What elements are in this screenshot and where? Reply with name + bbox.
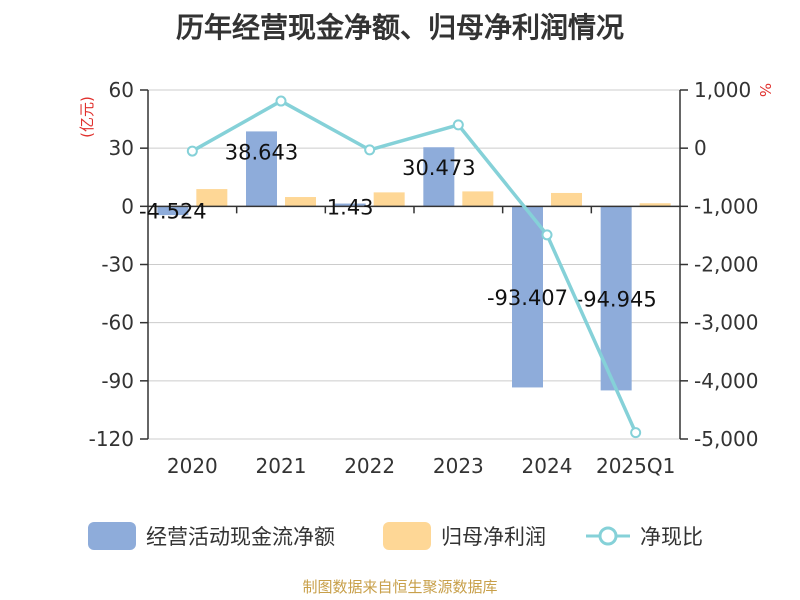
y-right-tick-label: 1,000 (694, 78, 751, 102)
y-left-tick-label: -60 (101, 311, 134, 335)
legend: 经营活动现金流净额 归母净利润 净现比 (0, 518, 800, 554)
x-tick-label: 2024 (522, 454, 573, 478)
y-right-tick-label: -2,000 (694, 253, 758, 277)
point-ratio (186, 145, 198, 157)
source-note: 制图数据来自恒生聚源数据库 (302, 578, 498, 596)
line-ratio (191, 99, 638, 434)
legend-label-cashflow: 经营活动现金流净额 (146, 525, 335, 549)
bar-cashflow (600, 206, 632, 391)
legend-label-profit: 归母净利润 (441, 525, 546, 549)
bar-profit (373, 192, 405, 207)
y-right-unit: % (756, 83, 774, 97)
data-label-cashflow: -93.407 (487, 286, 568, 310)
y-left-tick-label: 60 (109, 78, 134, 102)
y-right-tick-label: 0 (694, 136, 707, 160)
x-tick-label: 2022 (344, 454, 395, 478)
point-ratio (541, 229, 553, 241)
point-ratio (452, 119, 464, 131)
data-label-cashflow: -94.945 (576, 287, 657, 311)
bar-profit (285, 197, 316, 207)
y-left-tick-label: -30 (101, 253, 134, 277)
point-ratio (630, 427, 642, 439)
x-tick-label: 2020 (167, 454, 218, 478)
bar-profit (639, 203, 671, 207)
y-left-tick-label: 30 (109, 136, 134, 160)
data-label-cashflow: 30.473 (402, 156, 475, 180)
legend-swatch-ratio (586, 526, 630, 546)
data-label-cashflow: 38.643 (225, 140, 298, 164)
chart-title: 历年经营现金净额、归母净利润情况 (175, 11, 624, 44)
y-right-tick-label: -3,000 (694, 311, 758, 335)
bar-cashflow (512, 206, 543, 388)
bar-cashflow (246, 131, 277, 207)
legend-swatch-profit (383, 522, 431, 550)
x-tick-label: 2021 (256, 454, 307, 478)
data-label-cashflow: -4.524 (139, 199, 207, 223)
y-right-tick-label: -1,000 (694, 194, 758, 218)
y-right-tick-label: -4,000 (694, 369, 758, 393)
bar-profit (196, 189, 228, 207)
bar-cashflow (157, 206, 189, 216)
legend-label-ratio: 净现比 (640, 525, 703, 549)
y-left-tick-label: -120 (89, 427, 134, 451)
y-left-tick-label: -90 (101, 369, 134, 393)
data-label-cashflow: 1.43 (327, 195, 374, 219)
y-right-tick-label: -5,000 (694, 427, 758, 451)
x-tick-label: 2025Q1 (596, 454, 675, 478)
y-left-tick-label: 0 (121, 194, 134, 218)
legend-item-ratio[interactable]: 净现比 (584, 518, 703, 554)
x-tick-label: 2023 (433, 454, 484, 478)
bar-profit (462, 191, 494, 207)
y-left-unit: (亿元) (78, 96, 96, 138)
point-ratio (275, 95, 287, 107)
legend-item-profit[interactable]: 归母净利润 (383, 518, 546, 554)
bar-cashflow (334, 203, 366, 207)
point-ratio (364, 144, 376, 156)
legend-item-cashflow[interactable]: 经营活动现金流净额 (88, 518, 335, 554)
legend-swatch-cashflow (88, 522, 136, 550)
bar-profit (551, 192, 582, 207)
bar-cashflow (423, 147, 455, 207)
